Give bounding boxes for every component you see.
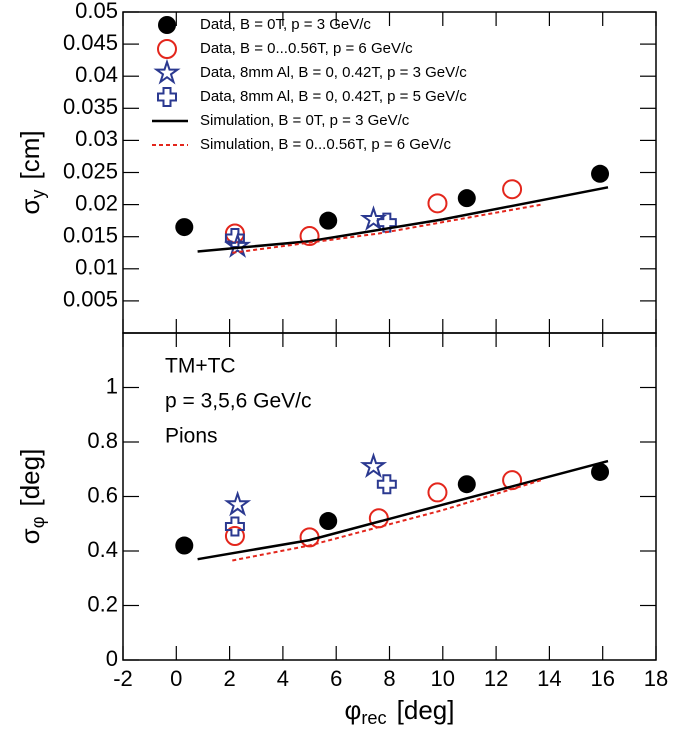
y-tick-label: 0.035 <box>63 94 118 119</box>
x-tick-label: 8 <box>383 666 395 691</box>
data-point <box>427 482 448 503</box>
x-tick-label: 16 <box>590 666 614 691</box>
sim-line <box>197 186 609 253</box>
data-point <box>427 193 448 214</box>
y-tick-label: 0.8 <box>87 428 118 453</box>
y-tick-label: 0.2 <box>87 591 118 616</box>
data-point <box>224 232 252 258</box>
data-point <box>359 205 388 231</box>
data-point <box>591 164 610 183</box>
x-tick-label: 4 <box>277 666 289 691</box>
data-point <box>175 536 194 555</box>
legend-label: Data, 8mm Al, B = 0, 0.42T, p = 3 GeV/c <box>200 64 467 81</box>
x-axis-label-symbol: φ <box>345 695 362 725</box>
y-axis-label-symbol: σ <box>15 528 45 544</box>
data-point <box>299 226 320 247</box>
annotation: Pions <box>165 425 218 448</box>
legend-label: Simulation, B = 0T, p = 3 GeV/c <box>200 112 410 129</box>
sim-line <box>232 479 542 562</box>
sim-line <box>197 459 609 561</box>
sim-line <box>232 203 542 254</box>
data-point <box>359 452 388 479</box>
y-tick-label: 0 <box>106 646 118 671</box>
x-axis-label-sub: rec <box>361 708 386 728</box>
legend-marker <box>158 16 176 34</box>
data-point <box>319 512 338 531</box>
legend-label: Data, 8mm Al, B = 0, 0.42T, p = 5 GeV/c <box>200 88 467 105</box>
y-axis-label-sub: y <box>28 189 48 199</box>
data-point <box>319 211 338 230</box>
data-point <box>376 212 397 233</box>
data-point <box>224 516 245 537</box>
x-axis-label-unit: [deg] <box>397 695 455 725</box>
annotation: TM+TC <box>165 355 236 378</box>
y-tick-label: 0.05 <box>75 0 118 23</box>
legend-label: Data, B = 0...0.56T, p = 6 GeV/c <box>200 40 413 57</box>
x-tick-label: 2 <box>223 666 235 691</box>
y-tick-label: 0.04 <box>75 62 118 87</box>
plot-frame <box>122 11 657 334</box>
x-tick-label: 10 <box>431 666 455 691</box>
y-tick-label: 0.025 <box>63 158 118 183</box>
y-tick-label: 0.005 <box>63 287 118 312</box>
x-tick-label: 12 <box>484 666 508 691</box>
annotation: p = 3,5,6 GeV/c <box>165 390 312 413</box>
x-tick-label: 18 <box>644 666 668 691</box>
x-tick-label: 0 <box>170 666 182 691</box>
y-tick-label: 0.01 <box>75 255 118 280</box>
y-axis-label: σy [cm] <box>15 130 48 214</box>
data-point <box>457 189 476 208</box>
x-tick-label: -2 <box>113 666 133 691</box>
y-tick-label: 0.045 <box>63 30 118 55</box>
legend-label: Data, B = 0T, p = 3 GeV/c <box>200 16 371 33</box>
x-tick-label: 14 <box>537 666 561 691</box>
data-point <box>224 490 252 517</box>
y-tick-label: 1 <box>106 373 118 398</box>
data-point <box>376 474 397 495</box>
y-tick-label: 0.03 <box>75 126 118 151</box>
x-tick-label: 6 <box>330 666 342 691</box>
plot-frame <box>122 332 657 661</box>
y-tick-label: 0.4 <box>87 537 118 562</box>
y-tick-label: 0.6 <box>87 482 118 507</box>
data-point <box>502 179 523 200</box>
y-axis-label-sub: φ <box>28 516 48 528</box>
legend-marker <box>153 58 181 85</box>
y-axis-label-symbol: σ <box>15 199 45 215</box>
x-axis-label: φrec [deg] <box>345 695 455 728</box>
data-point <box>175 218 194 237</box>
y-tick-label: 0.015 <box>63 223 118 248</box>
y-tick-label: 0.02 <box>75 190 118 215</box>
data-point <box>224 526 245 547</box>
data-point <box>457 475 476 494</box>
y-axis-label-unit: [deg] <box>15 449 45 507</box>
data-point <box>591 462 610 481</box>
legend-marker <box>157 39 177 59</box>
y-axis-label: σφ [deg] <box>15 449 48 545</box>
legend-marker <box>157 87 177 107</box>
y-axis-label-unit: [cm] <box>15 130 45 179</box>
legend-label: Simulation, B = 0...0.56T, p = 6 GeV/c <box>200 136 451 153</box>
